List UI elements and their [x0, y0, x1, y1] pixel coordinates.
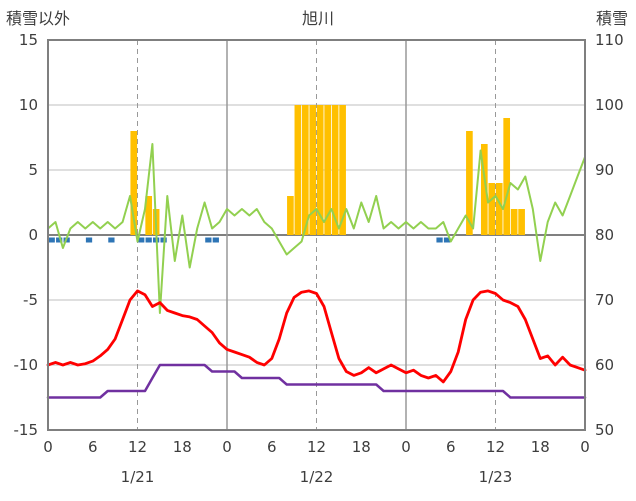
x-hour-tick-label: 12: [128, 438, 147, 456]
x-hour-tick-label: 12: [486, 438, 505, 456]
green-line: [47, 143, 586, 314]
snowfall-bar: [510, 209, 518, 235]
y-right-tick-label: 60: [595, 356, 614, 374]
blue-marker: [212, 237, 219, 243]
y-left-tick-label: -10: [14, 356, 39, 374]
y-right-tick-label: 110: [595, 31, 624, 49]
y-right-tick-label: 100: [595, 96, 624, 114]
blue-marker: [85, 237, 93, 243]
purple-line: [46, 363, 587, 399]
y-left-tick-label: 10: [19, 96, 38, 114]
x-date-label: 1/21: [121, 468, 155, 486]
snowfall-bar: [130, 131, 138, 235]
x-hour-tick-label: 6: [267, 438, 277, 456]
x-hour-tick-label: 0: [401, 438, 411, 456]
y-right-tick-label: 90: [595, 161, 614, 179]
blue-marker: [205, 237, 212, 243]
snowfall-bar: [145, 196, 153, 235]
x-hour-tick-label: 12: [307, 438, 326, 456]
blue-marker: [56, 237, 63, 243]
snowfall-bar: [466, 131, 473, 235]
snowfall-bar: [324, 105, 332, 235]
x-hour-tick-label: 0: [580, 438, 590, 456]
snowfall-bar: [294, 105, 302, 235]
y-right-tick-label: 50: [595, 421, 614, 439]
blue-marker: [443, 237, 451, 243]
snowfall-bar: [331, 105, 339, 235]
snowfall-bar: [488, 183, 496, 235]
y-left-tick-label: -15: [14, 421, 39, 439]
y-left-tick-label: -5: [23, 291, 38, 309]
x-hour-tick-label: 6: [446, 438, 456, 456]
snowfall-bar: [495, 183, 503, 235]
snowfall-bar: [316, 105, 324, 235]
blue-marker: [145, 237, 152, 243]
y-left-tick-label: 15: [19, 31, 38, 49]
x-hour-tick-label: 18: [352, 438, 371, 456]
y-left-tick-label: 0: [28, 226, 38, 244]
x-date-label: 1/23: [479, 468, 513, 486]
blue-marker: [138, 237, 145, 243]
snowfall-bar: [518, 209, 525, 235]
x-hour-tick-label: 18: [531, 438, 550, 456]
snowfall-bar: [480, 144, 488, 235]
red-line: [46, 289, 587, 384]
y-left-tick-label: 5: [28, 161, 38, 179]
blue-marker: [48, 237, 55, 243]
left-axis-title: 積雪以外: [6, 9, 71, 28]
x-hour-tick-label: 18: [173, 438, 192, 456]
y-right-tick-label: 70: [595, 291, 614, 309]
x-hour-tick-label: 6: [88, 438, 98, 456]
snowfall-bar: [301, 105, 309, 235]
snowfall-bar: [309, 105, 317, 235]
y-right-tick-label: 80: [595, 226, 614, 244]
x-hour-tick-label: 0: [43, 438, 53, 456]
snowfall-bar: [339, 105, 346, 235]
x-hour-tick-label: 0: [222, 438, 232, 456]
x-date-label: 1/22: [300, 468, 334, 486]
blue-marker: [108, 237, 115, 243]
snowfall-bar: [503, 118, 511, 235]
plot-border: [47, 39, 586, 431]
blue-marker: [436, 237, 443, 243]
chart-title: 旭川: [301, 9, 334, 28]
right-axis-title: 積雪: [595, 9, 628, 28]
snowfall-bar: [287, 196, 294, 235]
